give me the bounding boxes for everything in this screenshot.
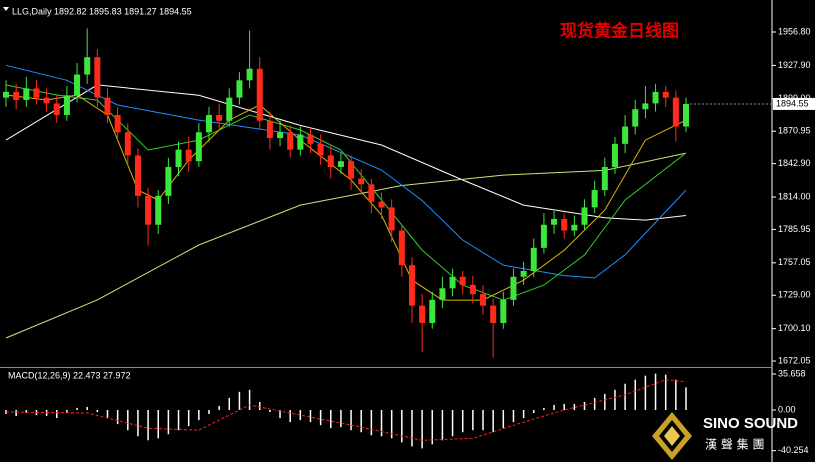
candle-body xyxy=(601,166,608,191)
logo-icon-core xyxy=(664,426,680,446)
candle-body xyxy=(683,103,689,127)
candle-body xyxy=(551,218,558,225)
candle-body xyxy=(317,143,324,156)
y-tick-label: 1927.90 xyxy=(778,60,811,70)
y-tick-label: 1814.00 xyxy=(778,191,811,201)
macd-label: MACD(12,26,9) 22.473 27.972 xyxy=(8,370,131,380)
moving-average xyxy=(5,64,687,279)
candle-body xyxy=(327,155,334,167)
candle-body xyxy=(195,132,202,162)
candle-body xyxy=(622,126,629,144)
chart-header: LLG,Daily 1892.82 1895.83 1891.27 1894.5… xyxy=(12,6,192,16)
candle-body xyxy=(287,132,294,150)
candle-body xyxy=(337,161,344,167)
candle-body xyxy=(74,74,81,96)
candle-body xyxy=(368,184,375,202)
candle-body xyxy=(571,224,578,231)
candle-body xyxy=(256,68,263,121)
candle-body xyxy=(307,134,314,144)
y-tick-label: 0.00 xyxy=(778,404,796,414)
candle-body xyxy=(591,190,598,208)
candle-body xyxy=(490,305,497,323)
candle-body xyxy=(611,143,618,167)
last-price-box xyxy=(773,97,815,110)
y-tick-label: 1757.05 xyxy=(778,257,811,267)
candle-body xyxy=(540,224,547,248)
candle-body xyxy=(165,166,172,196)
candle-body xyxy=(398,230,405,266)
candle-body xyxy=(33,88,40,98)
candle-body xyxy=(581,207,588,225)
candle-body xyxy=(642,103,649,110)
logo: SINO SOUND 漢 聲 集 團 xyxy=(652,412,798,460)
candle-body xyxy=(388,207,395,231)
candle-body xyxy=(155,195,162,225)
candle-body xyxy=(246,68,253,81)
last-price-label: 1894.55 xyxy=(776,98,809,108)
candle-body xyxy=(134,155,141,196)
candle-body xyxy=(408,265,415,306)
y-tick-label: 1956.80 xyxy=(778,26,811,36)
candle-body xyxy=(561,218,568,231)
y-tick-label: 1700.10 xyxy=(778,323,811,333)
candle-body xyxy=(632,109,639,127)
candle-body xyxy=(480,294,487,306)
candle-body xyxy=(114,114,121,133)
candle-body xyxy=(236,80,243,98)
candle-body xyxy=(63,95,70,115)
candle-body xyxy=(104,97,111,115)
candle-body xyxy=(13,91,20,100)
candle-body xyxy=(500,299,507,323)
chart-title: 现货黄金日线图 xyxy=(560,21,679,42)
candle-body xyxy=(175,149,182,167)
candle-body xyxy=(469,284,476,295)
candle-body xyxy=(439,288,446,300)
candle-body xyxy=(84,57,91,75)
candle-body xyxy=(378,201,385,208)
macd-signal xyxy=(5,379,687,441)
y-tick-label: 1870.95 xyxy=(778,126,811,136)
candle-body xyxy=(94,57,101,98)
candle-body xyxy=(3,91,9,98)
candle-body xyxy=(530,247,537,271)
candle-body xyxy=(662,91,669,98)
candle-body xyxy=(277,132,284,139)
candle-body xyxy=(672,97,679,127)
candle-body xyxy=(226,97,233,121)
header-arrow xyxy=(3,7,9,11)
candle-body xyxy=(43,97,50,104)
candle-body xyxy=(53,103,60,115)
moving-average xyxy=(5,84,687,221)
y-tick-label: 1729.00 xyxy=(778,290,811,300)
candle-body xyxy=(358,178,365,185)
candle-body xyxy=(520,270,527,277)
moving-average xyxy=(5,152,687,339)
candle-body xyxy=(419,305,426,323)
y-tick-label: 1842.90 xyxy=(778,158,811,168)
y-tick-label: 1785.95 xyxy=(778,224,811,234)
candle-body xyxy=(266,120,273,139)
candle-body xyxy=(145,195,152,225)
logo-name: SINO SOUND xyxy=(703,415,798,432)
candle-body xyxy=(449,276,456,289)
candle-body xyxy=(205,114,212,133)
candle-body xyxy=(216,114,223,121)
candle-body xyxy=(652,91,659,104)
candle-body xyxy=(459,276,466,285)
candle-body xyxy=(429,299,436,323)
y-tick-label: 35.658 xyxy=(778,368,806,378)
y-tick-label: -40.254 xyxy=(778,445,809,455)
moving-average xyxy=(5,94,687,301)
candle-body xyxy=(348,161,355,179)
candle-body xyxy=(185,149,192,162)
y-tick-label: 1672.05 xyxy=(778,355,811,365)
logo-sub: 漢 聲 集 團 xyxy=(705,437,764,452)
candle-body xyxy=(124,132,131,156)
candle-body xyxy=(23,88,30,100)
candle-body xyxy=(510,276,517,300)
candle-body xyxy=(297,134,304,150)
